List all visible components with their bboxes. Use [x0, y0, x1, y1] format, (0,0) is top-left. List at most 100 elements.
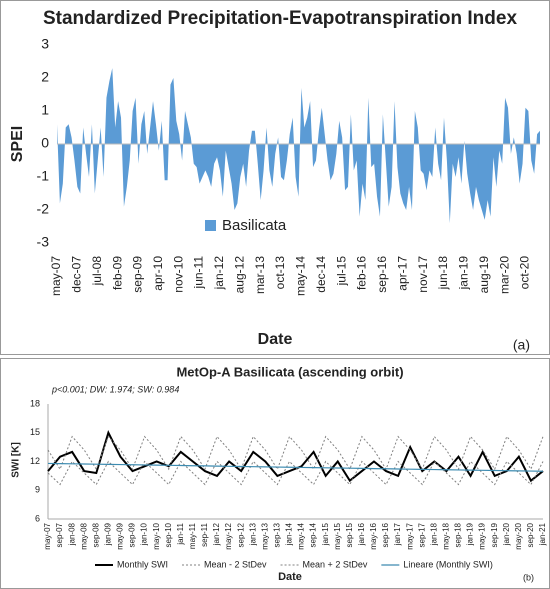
- legend-label: Basilicata: [222, 217, 287, 234]
- x-tick-label: sep-12: [236, 522, 245, 547]
- x-tick-label: jan-12: [212, 256, 226, 291]
- legend-label: Mean + 2 StDev: [303, 559, 368, 569]
- x-axis-title: Date: [278, 571, 302, 583]
- x-tick-label: may-07: [43, 522, 52, 549]
- x-tick-label: sep-09: [131, 256, 145, 293]
- x-tick-label: jan-10: [140, 522, 149, 546]
- x-tick-label: may-11: [188, 522, 197, 549]
- x-tick-label: jun-11: [192, 256, 206, 290]
- x-tick-label: may-10: [152, 522, 161, 549]
- x-tick-label: sep-19: [490, 522, 499, 547]
- x-tick-label: mar-13: [253, 256, 267, 294]
- stats-annotation: p<0.001; DW: 1.974; SW: 0.984: [51, 384, 179, 394]
- y-tick-label: 15: [30, 427, 40, 437]
- y-tick-label: -3: [37, 234, 50, 250]
- y-tick-label: 0: [41, 135, 49, 151]
- y-tick-label: 2: [41, 69, 49, 85]
- y-tick-label: 3: [41, 36, 49, 52]
- x-tick-label: nov-10: [171, 256, 185, 293]
- x-tick-label: aug-19: [477, 256, 491, 294]
- x-tick-label: jan-14: [285, 522, 294, 546]
- x-tick-label: sep-13: [272, 522, 281, 547]
- x-tick-label: jan-17: [393, 522, 402, 546]
- y-tick-label: 12: [30, 456, 40, 466]
- x-tick-label: jan-21: [538, 522, 547, 546]
- x-tick-label: may-08: [79, 522, 88, 549]
- x-tick-label: jan-11: [176, 522, 185, 545]
- x-tick-label: sep-07: [55, 522, 64, 547]
- x-tick-label: mar-20: [497, 256, 511, 294]
- x-tick-label: may-20: [514, 522, 523, 549]
- x-tick-label: sep-14: [309, 522, 318, 547]
- line: [47, 435, 544, 471]
- y-axis-title: SWI [K]: [11, 442, 22, 478]
- x-tick-label: dec-07: [70, 256, 84, 293]
- x-tick-label: jan-20: [502, 522, 511, 546]
- x-tick-label: sep-15: [345, 522, 354, 547]
- x-tick-label: may-16: [369, 522, 378, 549]
- x-tick-label: sep-20: [526, 522, 535, 547]
- line: [47, 460, 544, 486]
- x-tick-label: oct-13: [273, 256, 287, 290]
- x-tick-label: feb-09: [110, 256, 124, 290]
- x-tick-label: apr-10: [151, 256, 165, 291]
- x-tick-label: jan-12: [212, 522, 221, 546]
- x-tick-label: jan-19: [457, 256, 471, 291]
- x-tick-label: jan-19: [466, 522, 475, 546]
- x-tick-label: dec-14: [314, 256, 328, 293]
- x-tick-label: sep-16: [381, 522, 390, 547]
- x-tick-label: sep-09: [128, 522, 137, 547]
- x-tick-label: jun-18: [436, 256, 450, 291]
- x-tick-label: nov-17: [416, 256, 430, 293]
- chart-title: Standardized Precipitation-Evapotranspir…: [42, 8, 518, 29]
- chart-title: MetOp-A Basilicata (ascending orbit): [176, 364, 403, 379]
- line: [47, 462, 544, 472]
- x-tick-label: jul-08: [90, 256, 104, 287]
- area: [57, 68, 540, 224]
- y-axis-title: SPEI: [9, 126, 26, 162]
- panel-label: (b): [523, 572, 534, 582]
- panel-frame: [0, 0, 550, 355]
- x-tick-label: sep-10: [164, 522, 173, 547]
- x-tick-label: sep-08: [91, 522, 100, 547]
- x-tick-label: sep-16: [375, 256, 389, 293]
- x-tick-label: may-07: [49, 256, 63, 296]
- x-tick-label: jan-16: [357, 522, 366, 546]
- x-tick-label: jan-13: [248, 522, 257, 546]
- y-tick-label: 6: [35, 513, 40, 523]
- legend-label: Mean - 2 StDev: [204, 559, 267, 569]
- x-tick-label: feb-16: [355, 256, 369, 290]
- x-tick-label: may-12: [224, 522, 233, 549]
- y-tick-label: 9: [35, 485, 40, 495]
- x-tick-label: may-13: [260, 522, 269, 549]
- line: [47, 430, 544, 483]
- y-tick-label: -2: [37, 201, 50, 217]
- x-tick-label: may-18: [442, 522, 451, 549]
- x-axis-title: Date: [258, 331, 293, 348]
- x-tick-label: may-17: [405, 522, 414, 549]
- x-tick-label: sep-17: [417, 522, 426, 547]
- y-tick-label: 1: [41, 102, 49, 118]
- x-tick-label: may-14: [294, 256, 308, 296]
- x-tick-label: jul-15: [334, 256, 348, 287]
- x-tick-label: jan-18: [429, 522, 438, 546]
- x-tick-label: jan-15: [321, 522, 330, 546]
- x-tick-label: oct-20: [518, 256, 532, 290]
- x-tick-label: sep-18: [454, 522, 463, 547]
- x-tick-label: may-19: [478, 522, 487, 549]
- y-tick-label: -1: [37, 168, 50, 184]
- x-tick-label: apr-17: [395, 256, 409, 291]
- x-tick-label: may-09: [116, 522, 125, 549]
- legend-label: Lineare (Monthly SWI): [403, 559, 493, 569]
- x-tick-label: may-15: [333, 522, 342, 549]
- legend-swatch: [205, 220, 216, 231]
- x-tick-label: jan-08: [67, 522, 76, 546]
- panel-label: (a): [513, 337, 530, 353]
- y-tick-label: 18: [30, 398, 40, 408]
- x-tick-label: may-14: [297, 522, 306, 549]
- legend-label: Monthly SWI: [117, 559, 168, 569]
- x-tick-label: sep-11: [200, 522, 209, 546]
- x-tick-label: aug-12: [232, 256, 246, 294]
